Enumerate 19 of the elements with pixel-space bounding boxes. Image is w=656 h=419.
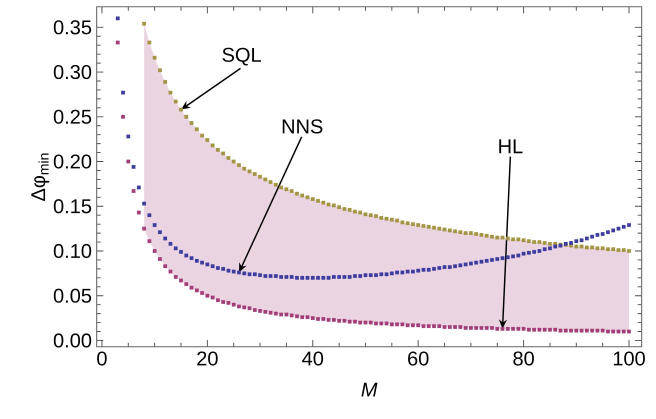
annotation: HL: [499, 139, 523, 154]
x-tick-label: 20: [197, 351, 218, 366]
x-tick-label: 0: [97, 351, 107, 366]
y-tick-label: 0.35: [54, 20, 92, 34]
y-tick-label: 0.05: [54, 288, 92, 303]
y-axis-title: Δφ$_{min}$: [31, 154, 50, 201]
y-tick-label: 0.00: [54, 333, 92, 348]
annotation: SQL: [222, 48, 261, 66]
annotation: NNS: [282, 119, 322, 134]
x-tick-label: 80: [513, 351, 534, 366]
x-tick-label: 60: [408, 351, 429, 366]
y-tick-label: 0.10: [54, 244, 92, 258]
y-tick-label: 0.20: [54, 154, 92, 169]
x-tick-label: 100: [614, 351, 645, 366]
y-tick-label: 0.15: [54, 199, 92, 214]
y-tick-label: 0.30: [54, 64, 92, 80]
x-tick-label: 40: [302, 351, 324, 366]
y-tick-label: 0.25: [54, 110, 92, 124]
x-axis-title: M: [361, 382, 378, 397]
